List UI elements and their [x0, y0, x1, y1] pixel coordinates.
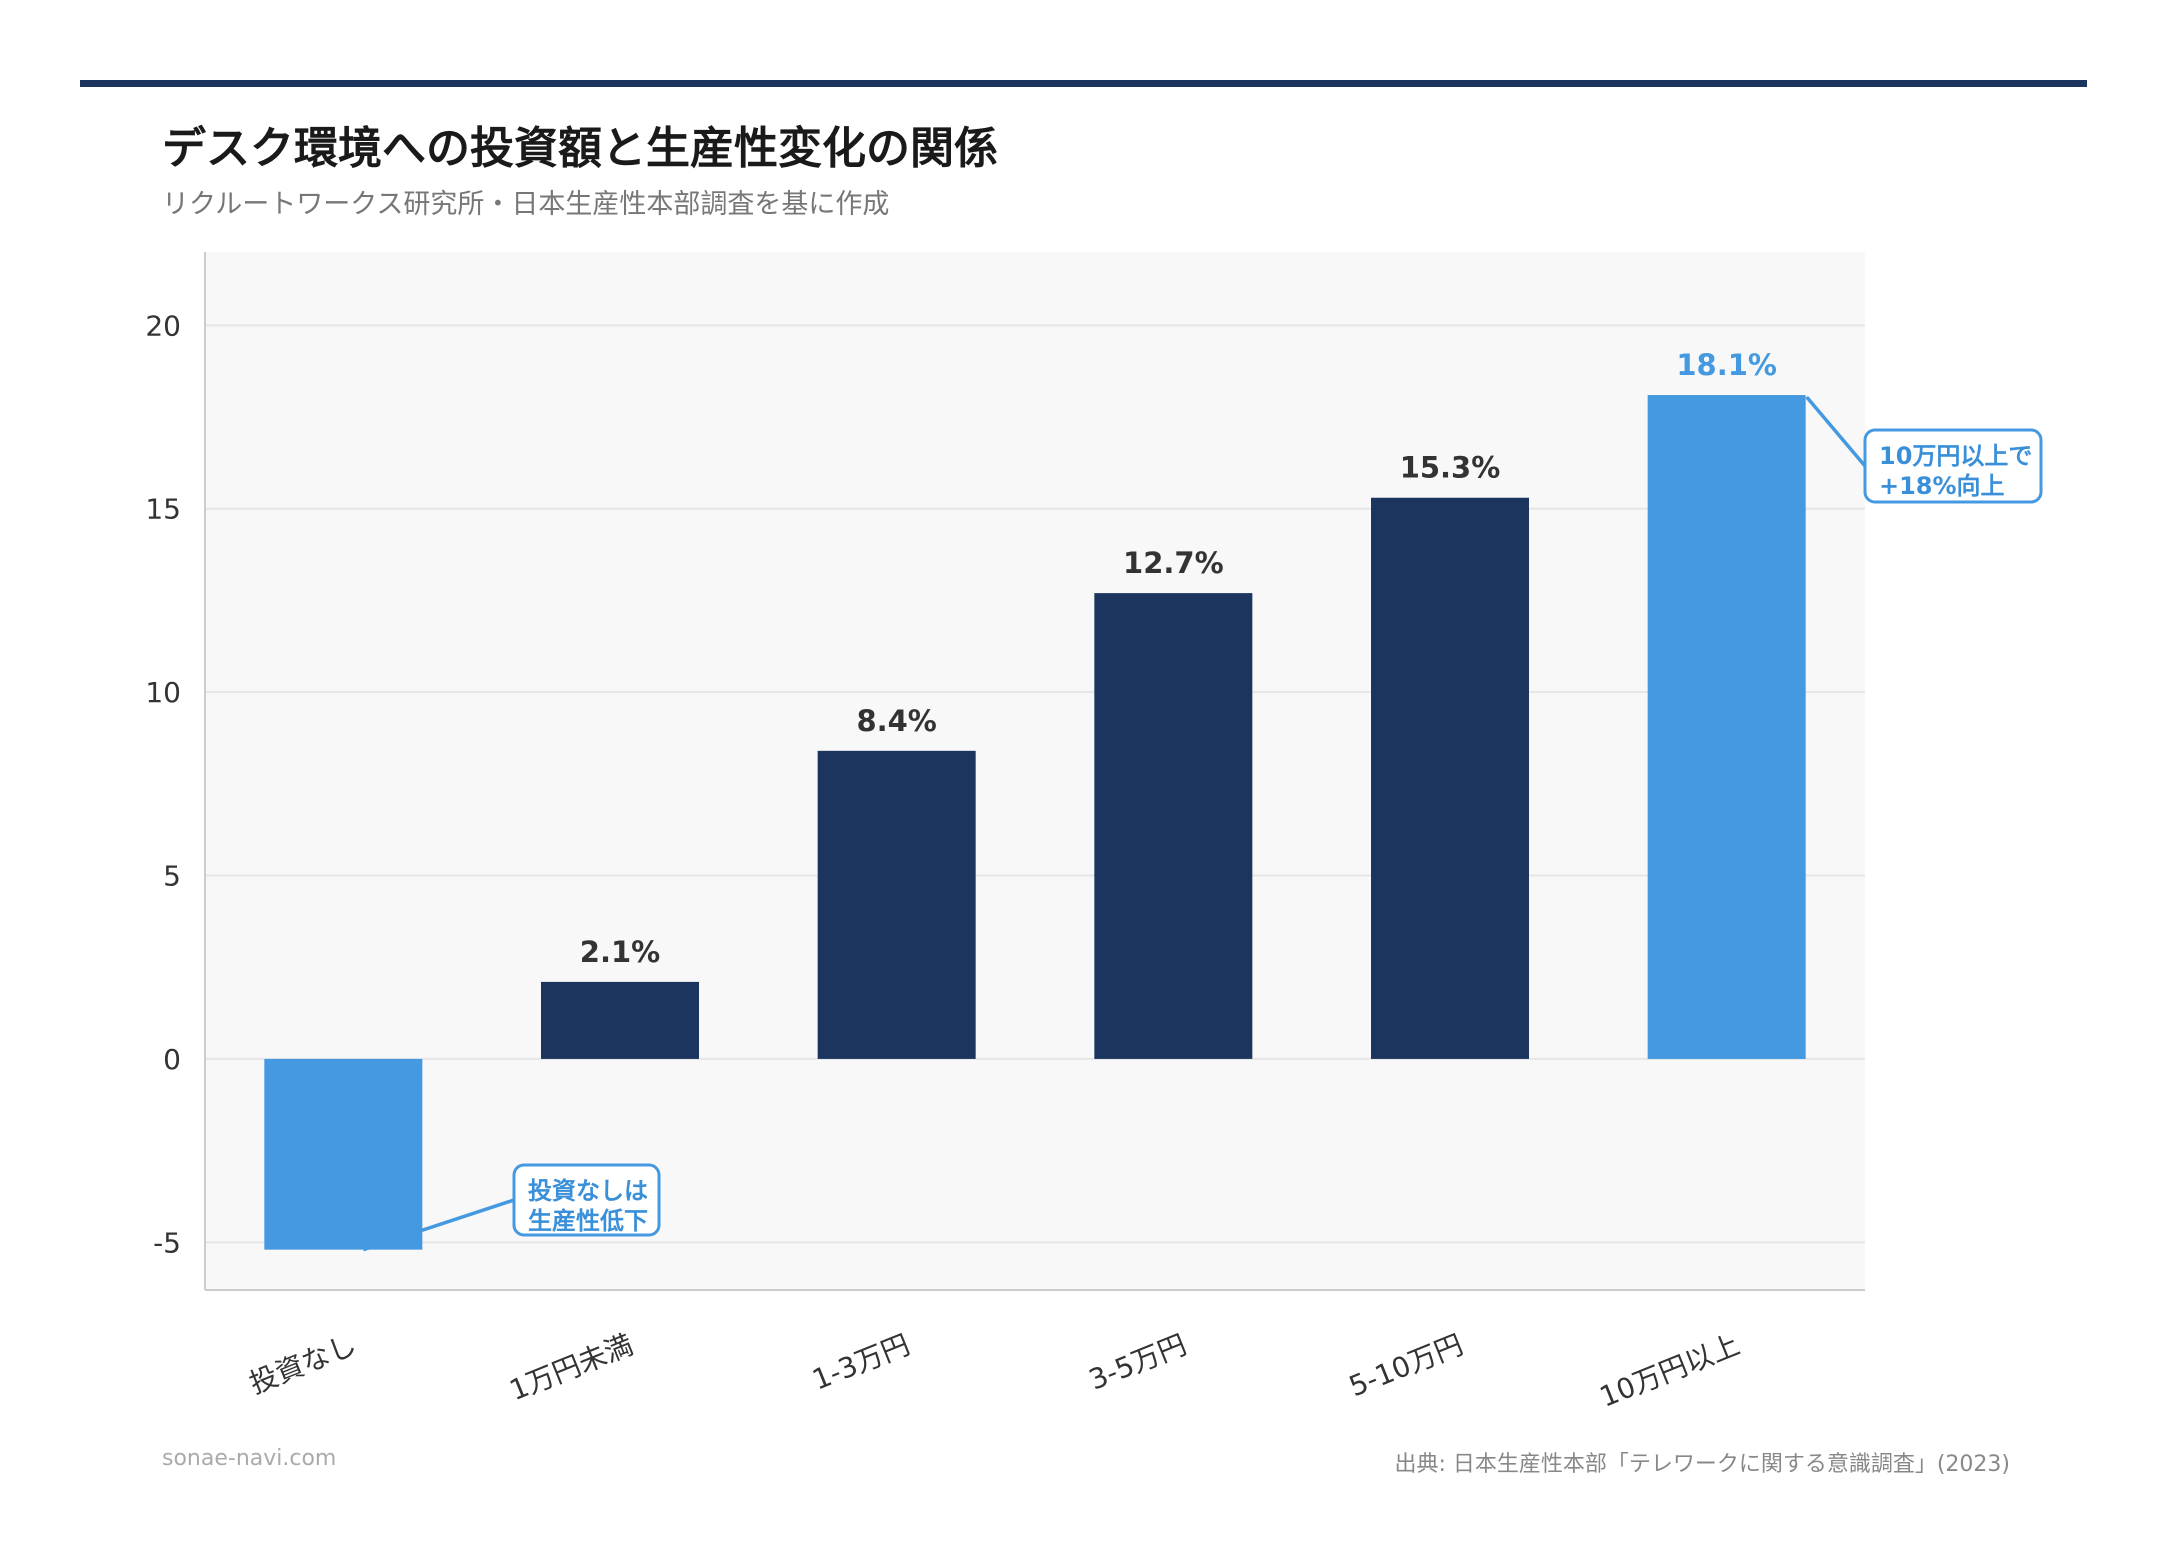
y-tick-label: 10	[145, 676, 181, 709]
x-tick-label: 10万円以上	[1595, 1328, 1744, 1414]
data-label: 2.1%	[580, 935, 660, 969]
bar	[1094, 593, 1253, 1059]
site-name: sonae-navi.com	[162, 1446, 337, 1471]
bar	[264, 1058, 423, 1250]
y-tick-label: 15	[145, 493, 181, 526]
data-label: 12.7%	[1123, 546, 1224, 580]
bar	[817, 750, 976, 1059]
annotation-text: 生産性低下	[528, 1207, 648, 1235]
annotation-arrow	[362, 1198, 515, 1252]
data-label: 15.3%	[1400, 451, 1501, 485]
x-tick-label: 3-5万円	[1084, 1328, 1191, 1397]
data-label: 18.1%	[1676, 348, 1777, 382]
data-label: 8.4%	[856, 704, 936, 738]
chart-subtitle: リクルートワークス研究所・日本生産性本部調査を基に作成	[162, 189, 890, 220]
y-tick-label: -5	[153, 1226, 181, 1259]
top-rule	[80, 80, 2087, 87]
annotation-arrow	[1805, 395, 1867, 468]
plot-area	[205, 252, 1865, 1290]
chart-title: デスク環境への投資額と生産性変化の関係	[162, 123, 998, 174]
annotation-text: 投資なしは	[528, 1177, 648, 1205]
x-tick-label: 1-3万円	[808, 1328, 915, 1397]
x-tick-label: 投資なし	[245, 1328, 361, 1401]
x-tick-label: 5-10万円	[1344, 1328, 1467, 1403]
y-tick-label: 20	[145, 309, 181, 342]
annotation-box	[512, 1163, 661, 1237]
bar	[1647, 395, 1806, 1059]
annotation-text: +18%向上	[1879, 472, 2005, 500]
source-note: 出典: 日本生産性本部「テレワークに関する意識調査」(2023)	[1394, 1452, 2010, 1477]
annotation-text: 10万円以上で	[1879, 442, 2032, 470]
y-tick-label: 0	[163, 1043, 181, 1076]
x-tick-label: 1万円未満	[505, 1328, 638, 1407]
y-tick-label: 5	[163, 860, 181, 893]
bar	[541, 981, 699, 1059]
bar	[1371, 497, 1529, 1059]
annotation-box	[1863, 428, 2043, 504]
